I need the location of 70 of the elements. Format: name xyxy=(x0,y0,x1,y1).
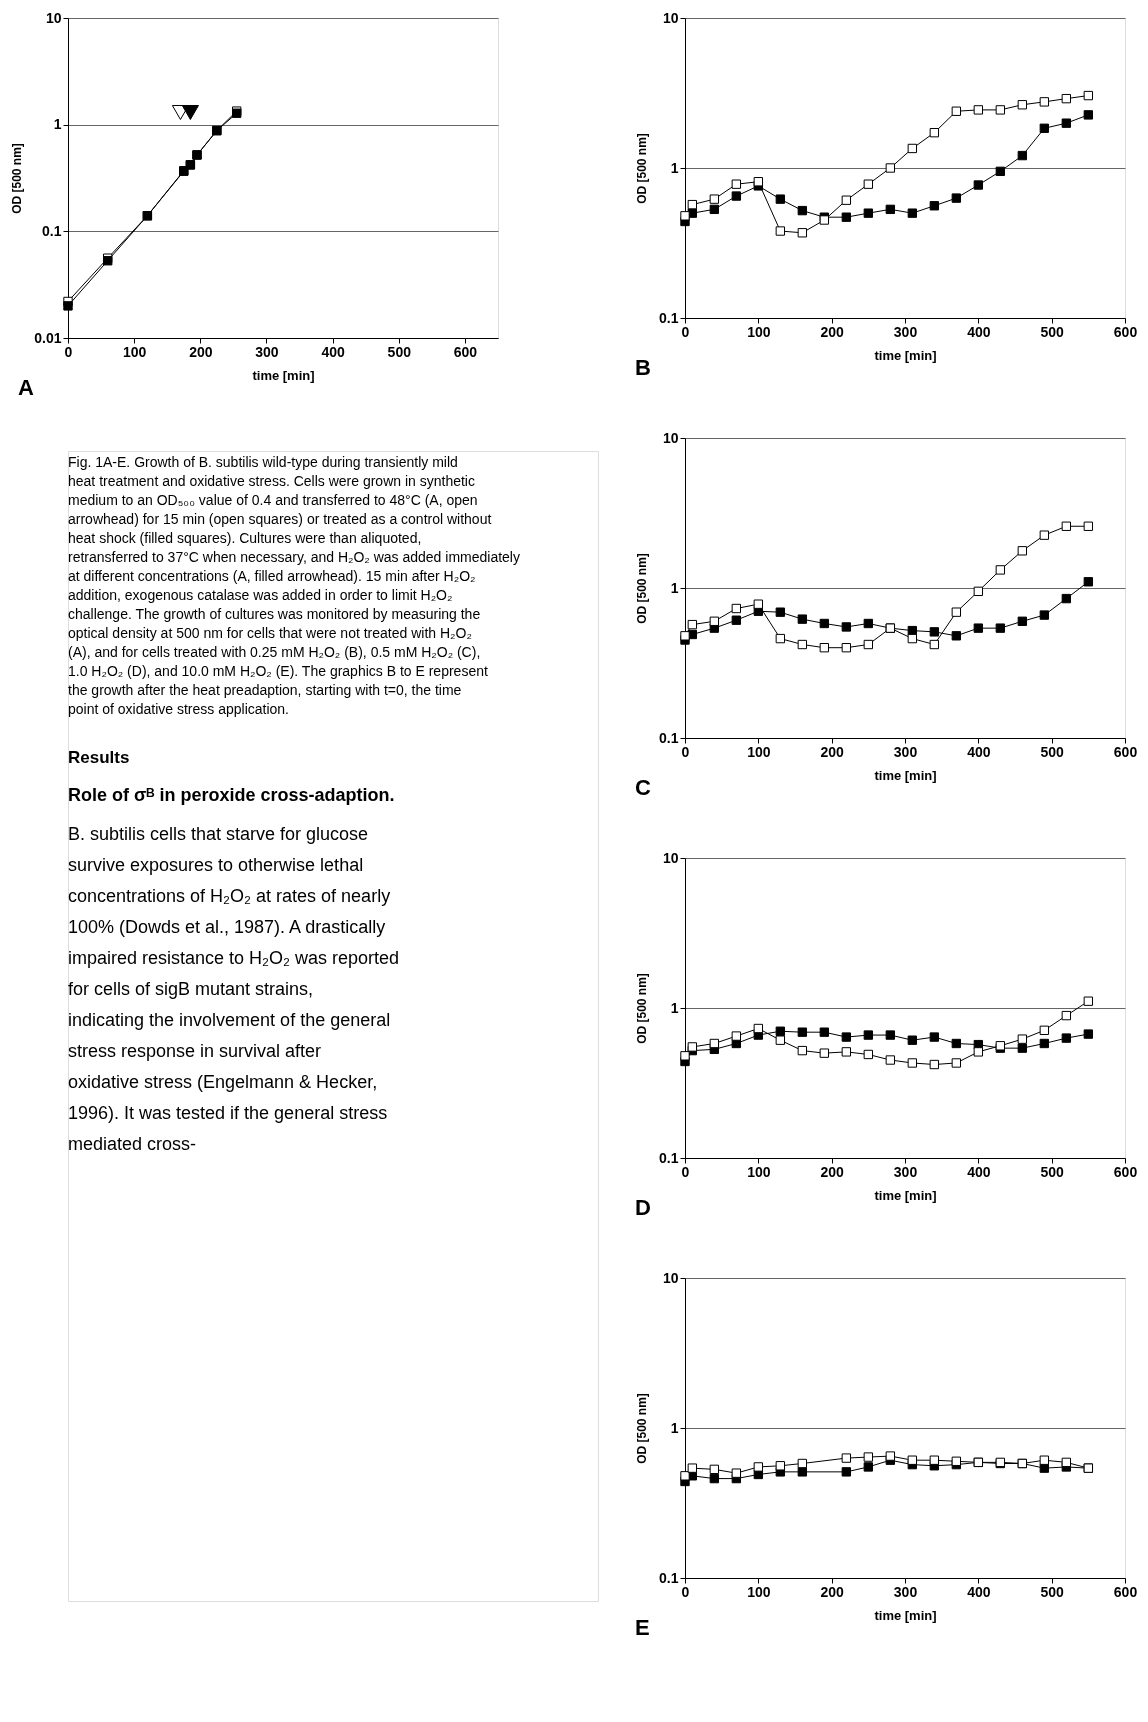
x-axis-title: time [min] xyxy=(874,1607,937,1623)
x-tick-label: 400 xyxy=(321,343,346,360)
x-tick-label: 0 xyxy=(681,323,690,340)
y-tick-label: 0.1 xyxy=(42,222,62,239)
x-tick-label: 300 xyxy=(893,323,918,340)
y-axis-title: OD [500 nm] xyxy=(635,1393,650,1464)
x-tick-label: 0 xyxy=(681,743,690,760)
y-tick-label: 10 xyxy=(662,849,679,866)
x-tick-label: 300 xyxy=(893,1583,918,1600)
y-tick-label: 10 xyxy=(662,9,679,26)
x-tick-label: 400 xyxy=(967,323,991,340)
y-axis-title: OD [500 nm] xyxy=(10,143,25,214)
y-axis-title: OD [500 nm] xyxy=(635,973,650,1044)
x-tick-label: 600 xyxy=(453,343,478,360)
text: B. subtilis cells that starve for glucose survive exposures to otherwise lethal concentrations of H₂O₂ at rates of nearly 100% (Dowds et al., 1987). A drastically impaired resistance to H₂O₂ was reported for cells of sigB mutant strains, indicating the involvement of the general stress response in survival after oxidative stress (Engelmann & Hecker, 1996). It was tested if the general stress mediated cross- xyxy=(68,824,400,1154)
x-tick-label: 400 xyxy=(967,743,991,760)
y-tick-label: 0.01 xyxy=(34,329,62,346)
x-tick-label: 400 xyxy=(967,1163,991,1180)
x-tick-label: 200 xyxy=(820,743,845,760)
x-axis-title: time [min] xyxy=(874,767,937,783)
y-axis-title: OD [500 nm] xyxy=(635,553,650,624)
y-tick-label: 10 xyxy=(662,1269,679,1286)
text: Fig. 1A-E. Growth of B. subtilis wild-type during transiently mild heat treatment and oxidative stress. Cells were grown in synthetic medium to an OD₅₀₀ value of 0.4 and transferred to 48°C (A, open arrowhead) for 15 min (open squares) or treated as a control without heat shock (filled squares). Cultures were than aliquoted, retransferred to 37°C when necessary, and H₂O₂ was added immediately at different concentrations (A, filled arrowhead). 15 min after H₂O₂ addition, exogenous catalase was added in order to limit H₂O₂ challenge. The growth of cultures was monitored by measuring the optical density at 500 nm for cells that were not treated with H₂O₂ (A), and for cells treated with 0.25 mM H₂O₂ (B), 0.5 mM H₂O₂ (C), 1.0 H₂O₂ (D), and 10.0 mM H₂O₂ (E). The graphics B to E represent the growth after the heat preadaption, starting with t=0, the time point of oxidative stress application. xyxy=(68,454,520,717)
x-tick-label: 600 xyxy=(1113,1583,1138,1600)
x-tick-label: 200 xyxy=(189,343,213,360)
y-axis-title: OD [500 nm] xyxy=(635,133,650,204)
y-tick-label: 10 xyxy=(662,429,679,446)
text: D xyxy=(635,1195,651,1220)
x-tick-label: 100 xyxy=(747,1163,771,1180)
x-axis-title: time [min] xyxy=(874,1187,937,1203)
x-tick-label: 300 xyxy=(255,343,279,360)
x-axis-title: time [min] xyxy=(252,367,315,383)
x-tick-label: 100 xyxy=(747,743,771,760)
x-tick-label: 200 xyxy=(820,323,845,340)
x-tick-label: 500 xyxy=(1040,323,1065,340)
text: A xyxy=(18,375,34,400)
x-tick-label: 500 xyxy=(1040,1583,1065,1600)
text: C xyxy=(635,775,651,800)
x-tick-label: 600 xyxy=(1113,1163,1138,1180)
x-tick-label: 100 xyxy=(747,323,771,340)
y-tick-label: 0.1 xyxy=(659,309,679,326)
x-tick-label: 0 xyxy=(64,343,73,360)
x-tick-label: 100 xyxy=(747,1583,771,1600)
text: Role of σᴮ in peroxide cross-adaption. xyxy=(68,785,395,805)
y-tick-label: 0.1 xyxy=(659,1569,679,1586)
x-axis-title: time [min] xyxy=(874,347,937,363)
y-tick-label: 1 xyxy=(670,159,679,176)
x-tick-label: 0 xyxy=(681,1163,690,1180)
y-tick-label: 0.1 xyxy=(659,1149,679,1166)
y-tick-label: 1 xyxy=(670,1419,679,1436)
y-tick-label: 10 xyxy=(45,9,62,26)
x-tick-label: 600 xyxy=(1113,323,1138,340)
x-tick-label: 100 xyxy=(122,343,147,360)
x-tick-label: 200 xyxy=(820,1163,845,1180)
y-tick-label: 1 xyxy=(670,579,679,596)
text: Results xyxy=(68,748,130,767)
text: B xyxy=(635,355,651,380)
x-tick-label: 400 xyxy=(967,1583,991,1600)
x-tick-label: 600 xyxy=(1113,743,1138,760)
text: E xyxy=(635,1615,650,1640)
y-tick-label: 1 xyxy=(53,116,62,133)
x-tick-label: 0 xyxy=(681,1583,690,1600)
x-tick-label: 500 xyxy=(1040,1163,1065,1180)
x-tick-label: 200 xyxy=(820,1583,845,1600)
y-tick-label: 0.1 xyxy=(659,729,679,746)
x-tick-label: 300 xyxy=(893,743,918,760)
x-tick-label: 500 xyxy=(1040,743,1065,760)
x-tick-label: 500 xyxy=(387,343,412,360)
x-tick-label: 300 xyxy=(893,1163,918,1180)
y-tick-label: 1 xyxy=(670,999,679,1016)
